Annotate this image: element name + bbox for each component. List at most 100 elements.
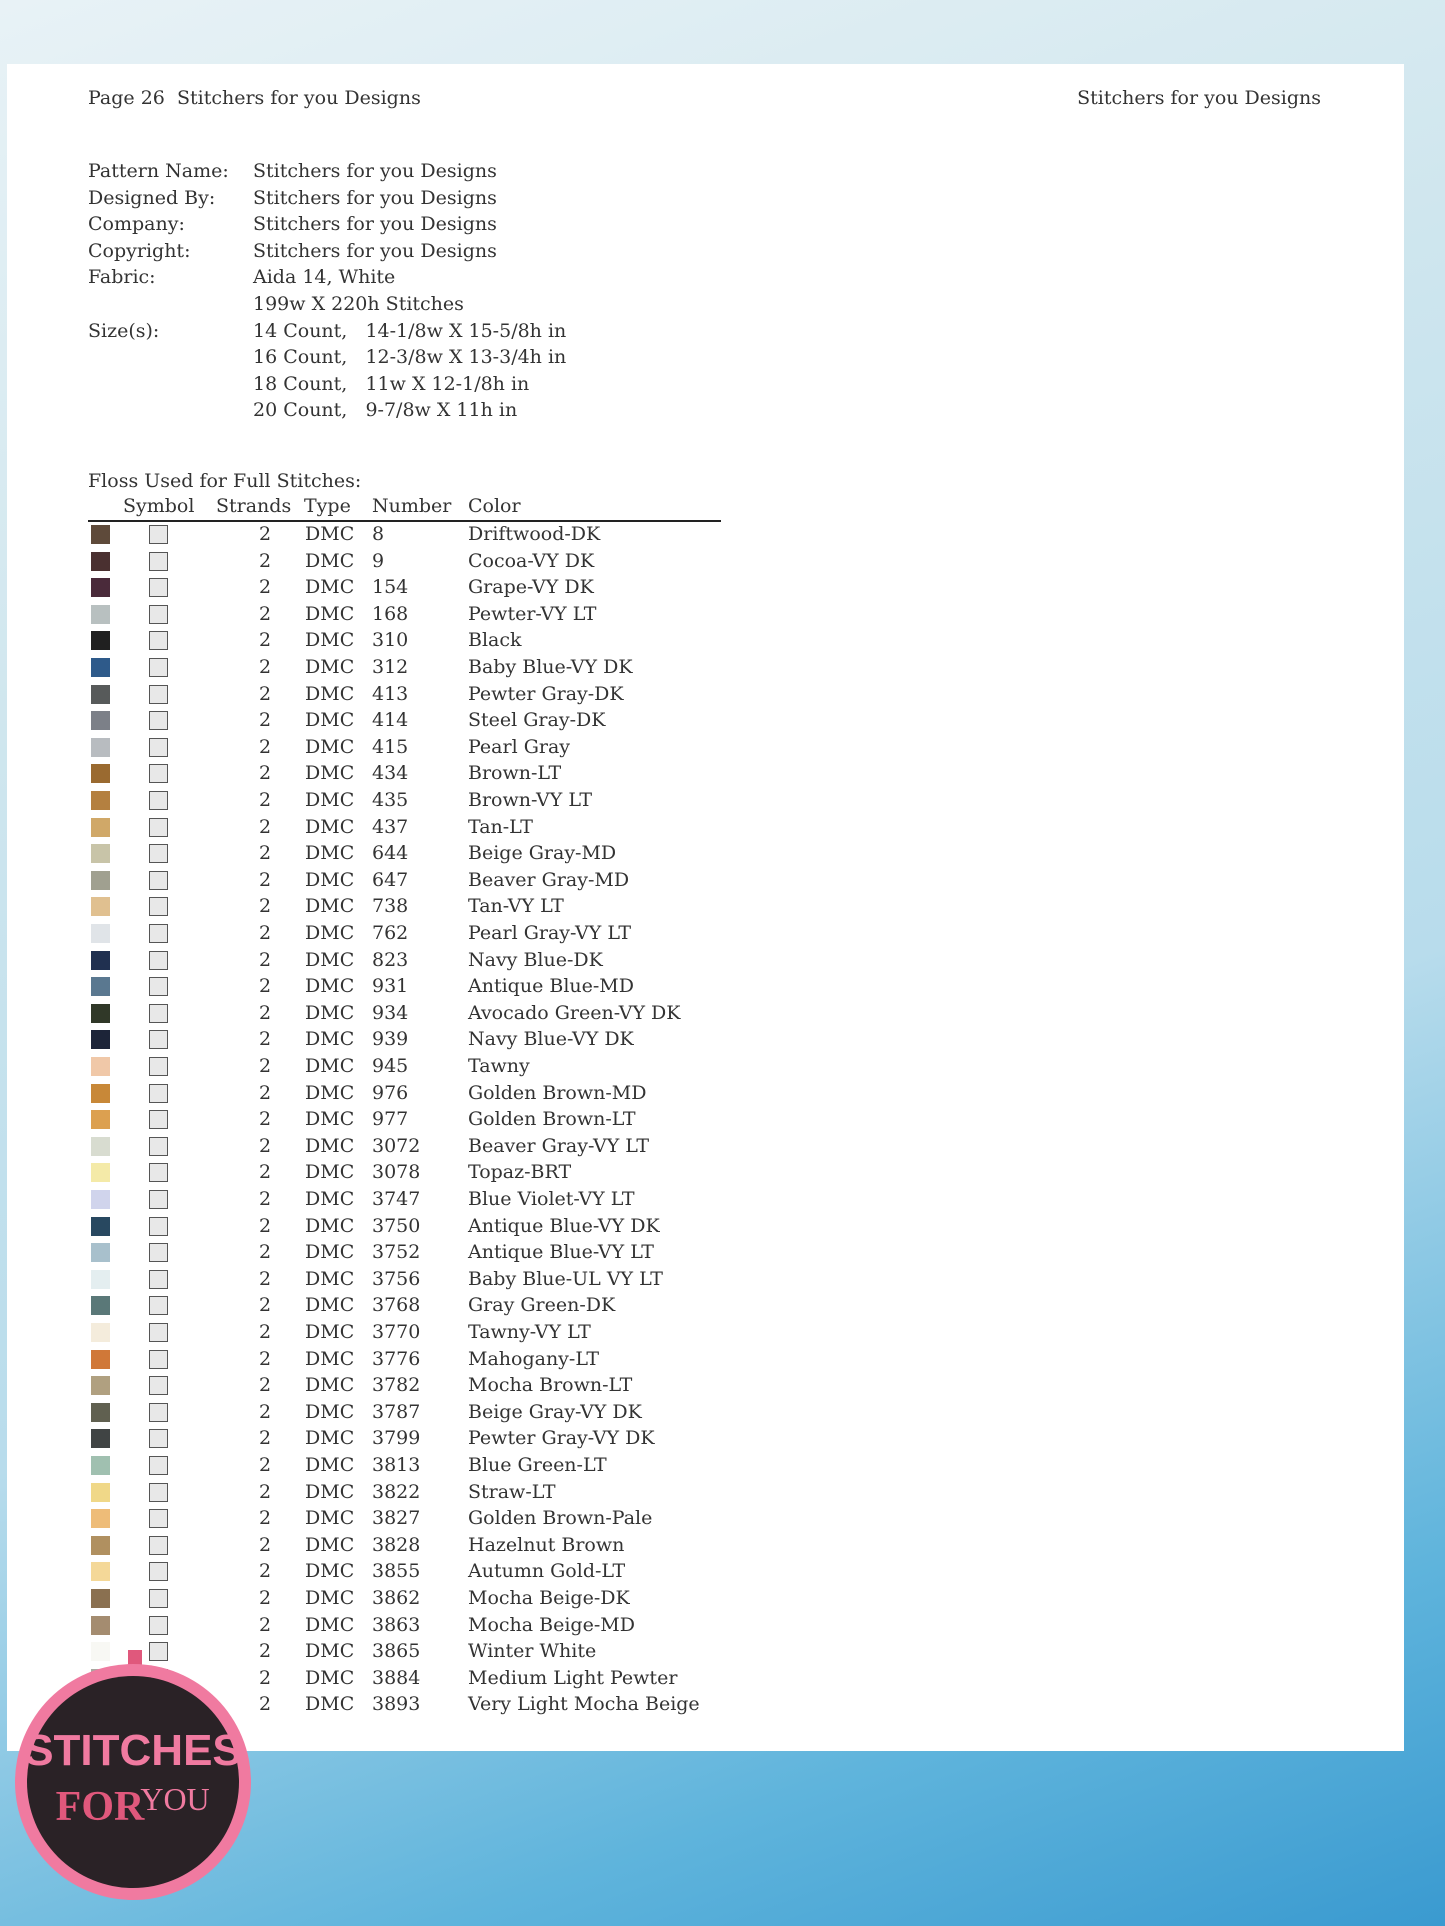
info-value: 18 Count, 11w X 12-1/8h in: [253, 372, 530, 395]
floss-color-name: Winter White: [468, 1640, 597, 1663]
floss-type: DMC: [305, 1267, 355, 1290]
header-right: Stitchers for you Designs: [1077, 87, 1321, 109]
floss-number: 644: [372, 842, 409, 865]
strands: 2: [259, 602, 272, 625]
color-swatch: [91, 737, 110, 757]
strands: 2: [259, 1693, 272, 1716]
hoop-inner: [27, 1676, 239, 1888]
floss-color-name: Golden Brown-MD: [468, 1081, 647, 1104]
strands: 2: [259, 629, 272, 652]
color-swatch: [91, 684, 110, 704]
strands: 2: [259, 656, 272, 678]
floss-type: DMC: [305, 1507, 355, 1530]
color-swatch: [91, 551, 110, 571]
floss-number: 3787: [372, 1400, 421, 1423]
color-swatch: [91, 1216, 110, 1236]
info-value: 199w X 220h Stitches: [253, 293, 464, 315]
floss-type: DMC: [305, 1587, 355, 1609]
color-swatch: [91, 658, 110, 677]
symbol-box: [149, 658, 168, 677]
symbol-box: [149, 1429, 168, 1449]
info-label: Fabric:: [88, 266, 156, 289]
symbol-box: [149, 1589, 168, 1608]
floss-color-name: Antique Blue-VY LT: [468, 1241, 654, 1264]
color-swatch: [91, 1429, 110, 1449]
color-swatch: [91, 1642, 110, 1662]
floss-type: DMC: [305, 1028, 355, 1051]
floss-type: DMC: [305, 762, 355, 785]
floss-color-name: Gray Green-DK: [468, 1294, 616, 1317]
strands: 2: [259, 868, 272, 891]
symbol-box: [149, 1057, 168, 1076]
color-swatch: [91, 1030, 110, 1050]
floss-number: 415: [372, 735, 409, 758]
symbol-box: [149, 525, 168, 544]
logo: STITCHES FOR YOU: [15, 1650, 251, 1900]
symbol-box: [149, 578, 168, 598]
floss-color-name: Tan-LT: [468, 815, 533, 838]
symbol-box: [149, 1562, 168, 1582]
symbol-box: [149, 1376, 168, 1396]
floss-type: DMC: [305, 1214, 355, 1237]
floss-type: DMC: [305, 682, 355, 705]
info-value: 16 Count, 12-3/8w X 13-3/4h in: [253, 346, 567, 369]
floss-number: 312: [372, 656, 409, 678]
color-swatch: [91, 844, 110, 864]
color-swatch: [91, 1110, 110, 1130]
floss-type: DMC: [305, 1693, 355, 1716]
logo-text: STITCHES: [24, 1726, 242, 1775]
floss-type: DMC: [305, 1134, 355, 1157]
floss-color-name: Mocha Beige-DK: [468, 1587, 630, 1609]
floss-type: DMC: [305, 1241, 355, 1264]
floss-number: 934: [372, 1001, 409, 1024]
info-value: 20 Count, 9-7/8w X 11h in: [253, 399, 518, 422]
floss-number: 168: [372, 602, 409, 625]
color-swatch: [91, 1136, 110, 1156]
floss-type: DMC: [305, 523, 355, 545]
strands: 2: [259, 1480, 272, 1503]
symbol-box: [149, 1003, 168, 1023]
strands: 2: [259, 895, 272, 918]
floss-type: DMC: [305, 1613, 355, 1636]
strands: 2: [259, 1161, 272, 1184]
strands: 2: [259, 1214, 272, 1237]
floss-number: 3893: [372, 1693, 421, 1716]
strands: 2: [259, 576, 272, 599]
floss-number: 945: [372, 1055, 409, 1077]
floss-type: DMC: [305, 1347, 355, 1370]
color-swatch: [91, 1482, 110, 1502]
color-swatch: [91, 977, 110, 997]
color-swatch: [91, 1163, 110, 1183]
floss-color-name: Mocha Beige-MD: [468, 1613, 635, 1636]
symbol-box: [149, 950, 168, 970]
floss-number: 931: [372, 975, 409, 998]
floss-number: 154: [372, 576, 409, 599]
strands: 2: [259, 682, 272, 705]
strands: 2: [259, 1533, 272, 1556]
floss-number: 823: [372, 948, 409, 971]
strands: 2: [259, 1374, 272, 1397]
floss-color-name: Blue Green-LT: [468, 1454, 607, 1476]
floss-number: 3884: [372, 1666, 421, 1689]
floss-color-name: Topaz-BRT: [468, 1161, 572, 1184]
strands: 2: [259, 1347, 272, 1370]
symbol-box: [149, 737, 168, 757]
floss-color-name: Very Light Mocha Beige: [468, 1693, 700, 1716]
floss-type: DMC: [305, 975, 355, 998]
color-swatch: [91, 1190, 110, 1209]
floss-color-name: Brown-LT: [468, 762, 562, 785]
floss-color-name: Pewter-VY LT: [468, 602, 597, 625]
floss-number: 3747: [372, 1188, 421, 1210]
strands: 2: [259, 815, 272, 838]
document-page: Page 26 Stitchers for you Designs Stitch…: [7, 64, 1404, 1751]
floss-number: 762: [372, 922, 409, 944]
strands: 2: [259, 1081, 272, 1104]
strands: 2: [259, 1241, 272, 1264]
strands: 2: [259, 549, 272, 572]
floss-color-name: Brown-VY LT: [468, 789, 593, 811]
symbol-box: [149, 977, 168, 997]
color-swatch: [91, 604, 110, 624]
floss-type: DMC: [305, 549, 355, 572]
floss-number: 3078: [372, 1161, 421, 1184]
